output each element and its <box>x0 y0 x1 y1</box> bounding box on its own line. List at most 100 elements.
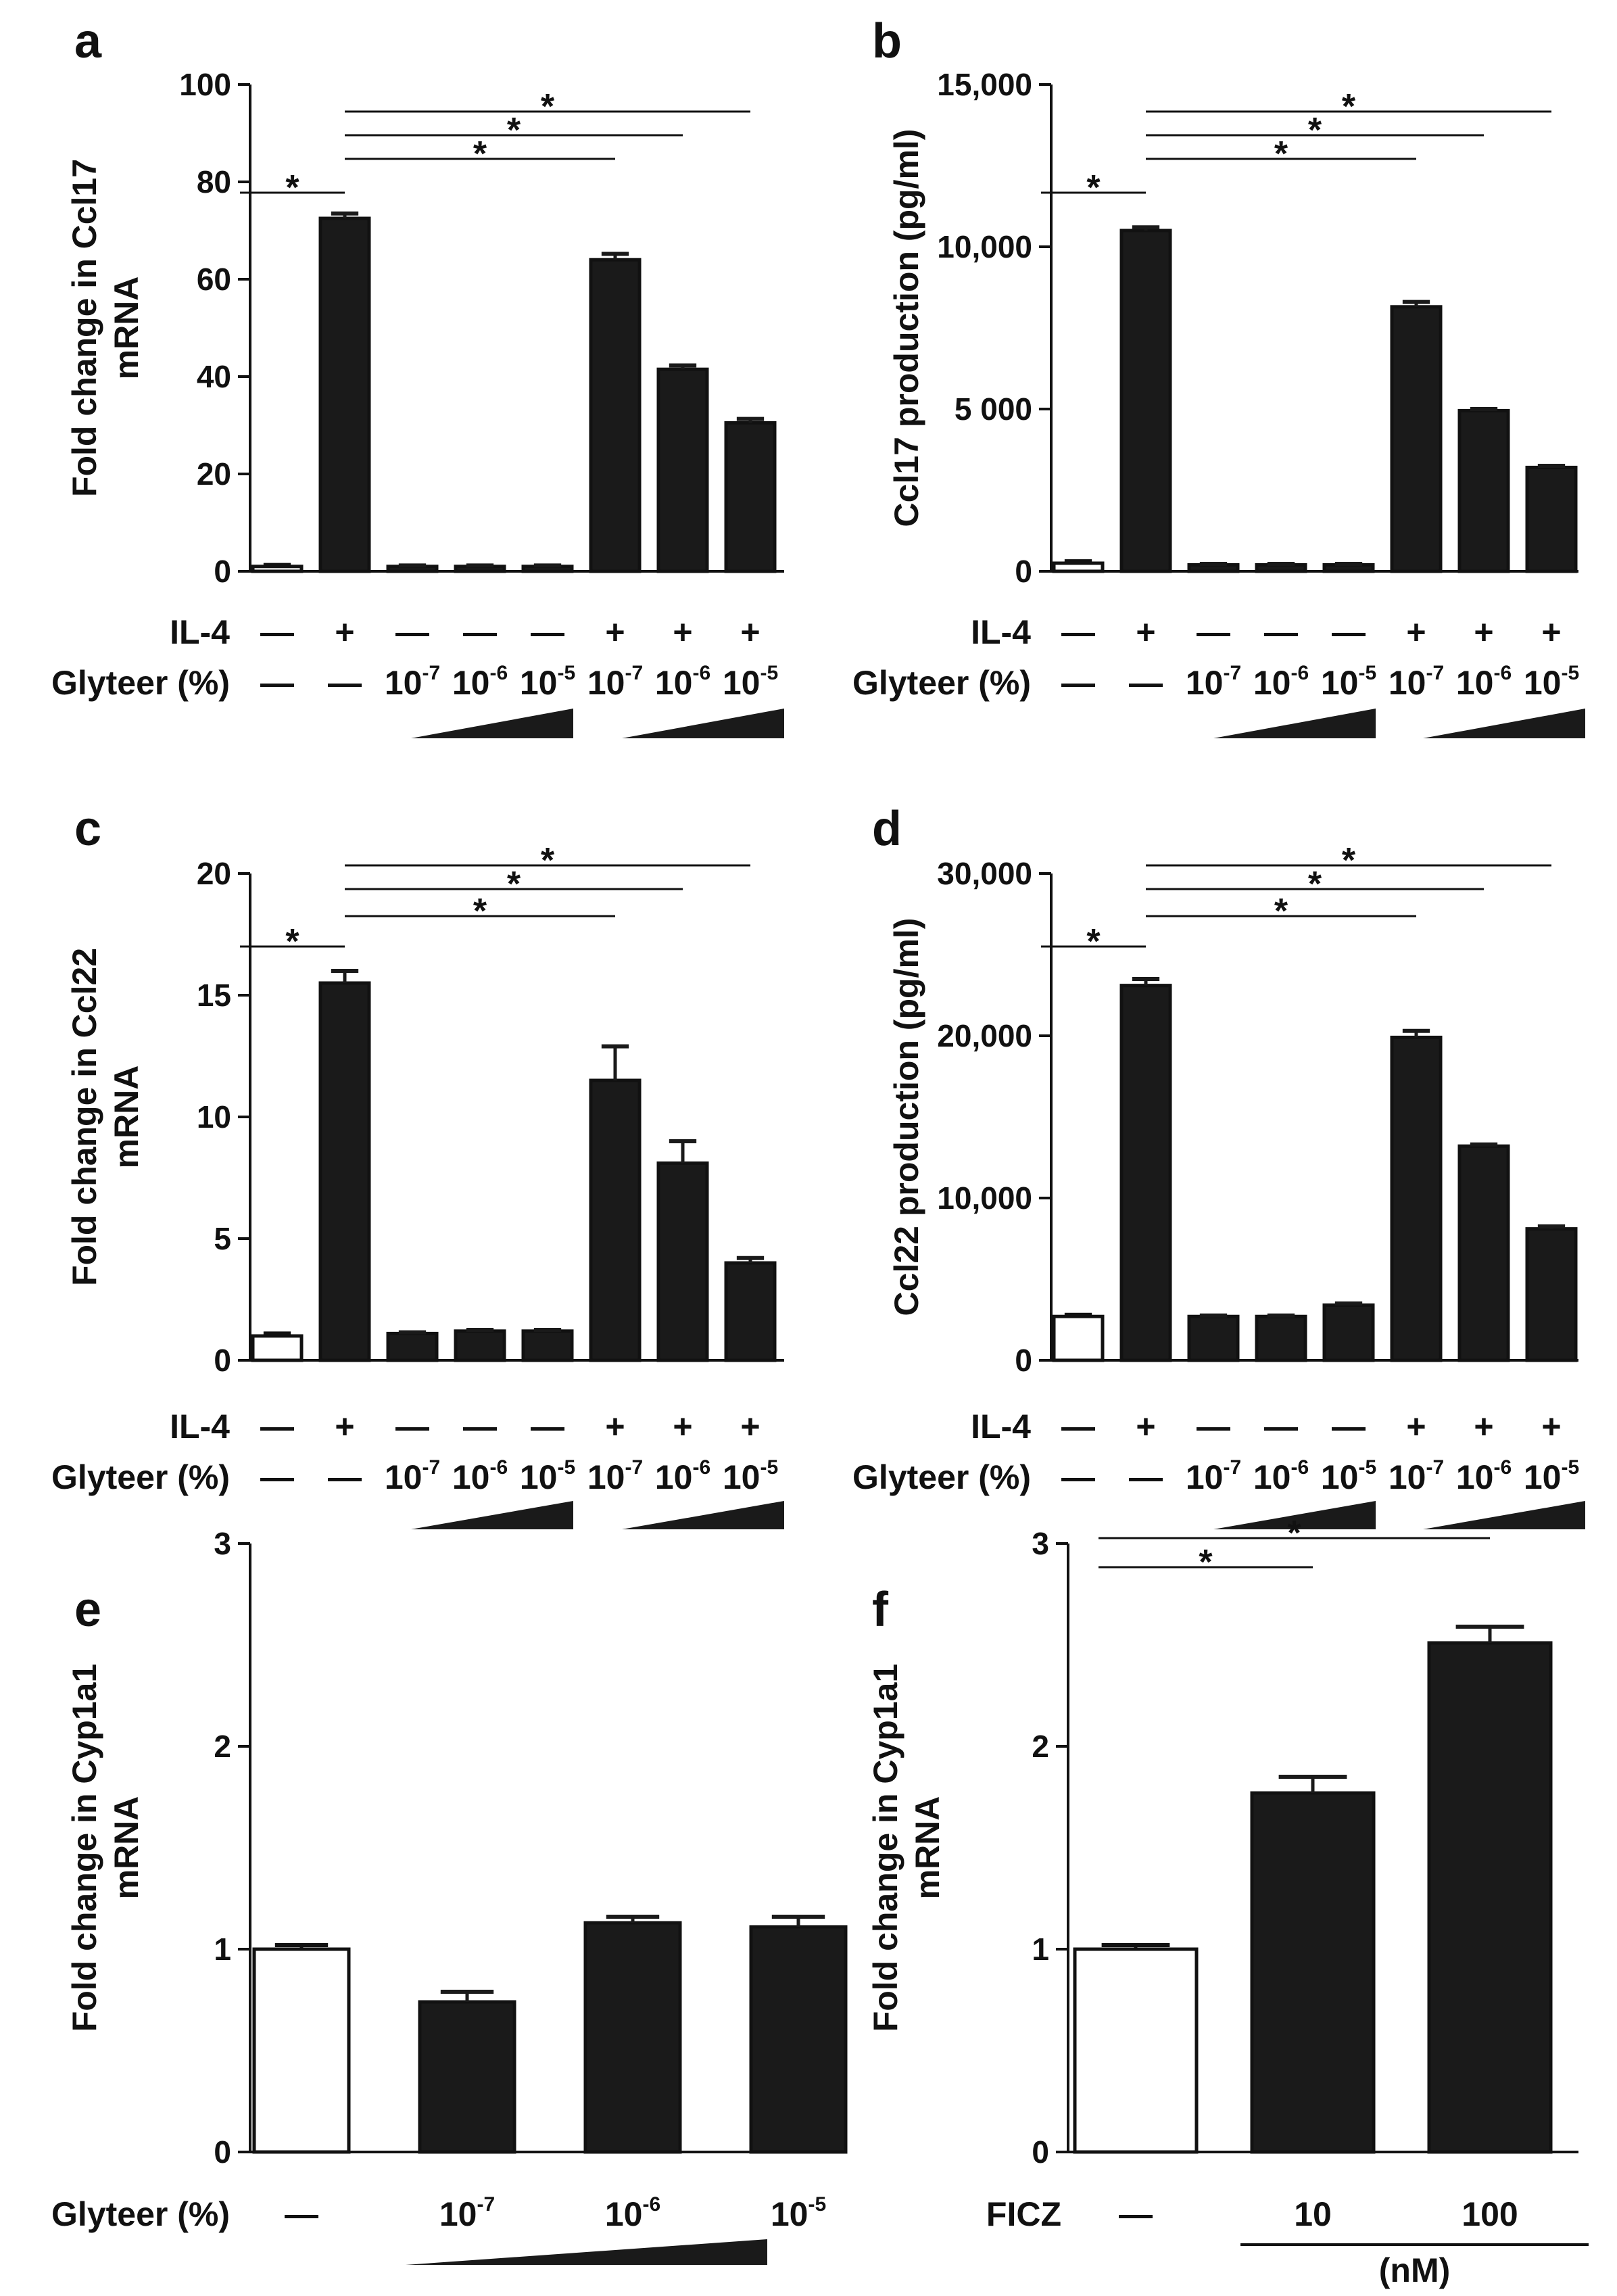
condition-value: — <box>285 2195 318 2233</box>
condition-il4: — <box>1061 613 1095 651</box>
condition-exponent: -7 <box>1426 1456 1444 1479</box>
condition-il4: — <box>463 1408 497 1445</box>
condition-treatment: — <box>1061 664 1095 702</box>
condition-treatment: 10-6 <box>655 662 710 702</box>
condition-treatment: — <box>260 664 294 702</box>
condition-exponent: -6 <box>692 1456 710 1479</box>
condition-value: — <box>260 664 294 702</box>
condition-value: — <box>1061 664 1095 702</box>
y-tick-label: 20 <box>197 856 231 891</box>
condition-exponent: -6 <box>1493 662 1512 684</box>
condition-treatment: — <box>260 1458 294 1496</box>
y-tick-label: 0 <box>214 2134 231 2170</box>
condition-il4: + <box>1136 613 1155 651</box>
condition-exponent: -6 <box>1493 1456 1512 1479</box>
condition-exponent: -6 <box>692 662 710 684</box>
significance-star: * <box>1199 1543 1213 1582</box>
y-axis-label: Ccl22 production (pg/ml) <box>888 918 925 1316</box>
condition-il4: + <box>1474 613 1493 651</box>
bar <box>1250 1791 1376 2154</box>
y-tick-label: 80 <box>197 164 231 199</box>
y-tick-label: 2 <box>1032 1729 1049 1764</box>
condition-il4: — <box>1332 1408 1366 1445</box>
condition-exponent: -5 <box>760 1456 778 1479</box>
condition-treatment: 10-5 <box>520 662 575 702</box>
y-tick-label: 0 <box>1032 2134 1049 2170</box>
bar <box>386 1331 439 1362</box>
significance-star: * <box>1287 1514 1301 1553</box>
panel-letter: f <box>872 1583 889 1637</box>
bar <box>1390 305 1443 573</box>
y-tick-label: 40 <box>197 359 231 394</box>
bar <box>583 1921 682 2154</box>
condition-treatment: — <box>1061 1458 1095 1496</box>
condition-il4: — <box>395 613 429 651</box>
condition-treatment: 10-7 <box>385 662 440 702</box>
condition-exponent: -5 <box>557 662 575 684</box>
y-tick-label: 15 <box>197 978 231 1013</box>
condition-il4: — <box>531 1408 564 1445</box>
condition-exponent: -7 <box>1223 1456 1241 1479</box>
y-tick-label: 2 <box>214 1729 231 1764</box>
condition-value: 10 <box>1253 664 1291 702</box>
y-axis-label: Ccl17 production (pg/ml) <box>888 129 925 527</box>
condition-il4: + <box>740 613 760 651</box>
condition-exponent: -5 <box>1358 662 1376 684</box>
y-axis-label: Fold change in Ccl22 mRNA <box>66 948 145 1286</box>
condition-treatment: — <box>328 1458 362 1496</box>
y-tick-label: 0 <box>1015 1343 1032 1378</box>
condition-exponent: -6 <box>489 662 508 684</box>
condition-treatment: 10-5 <box>1524 1456 1579 1496</box>
bar <box>318 981 371 1362</box>
bar <box>1457 408 1510 573</box>
condition-treatment: 10-6 <box>1456 1456 1512 1496</box>
condition-exponent: -6 <box>642 2193 660 2216</box>
bar <box>1427 1641 1553 2154</box>
bar <box>724 421 777 573</box>
condition-treatment: — <box>285 2195 318 2233</box>
bar <box>1390 1035 1443 1362</box>
condition-value: 10 <box>723 1458 761 1496</box>
condition-exponent: -7 <box>422 662 440 684</box>
condition-treatment: 10-5 <box>723 1456 778 1496</box>
condition-treatment: 10-7 <box>385 1456 440 1496</box>
condition-treatment: 10-5 <box>771 2193 826 2233</box>
condition-treatment: 10-7 <box>1389 662 1444 702</box>
condition-il4: — <box>531 613 564 651</box>
condition-exponent: -5 <box>1561 1456 1579 1479</box>
condition-treatment: 10-6 <box>1253 662 1309 702</box>
panel-d: d Ccl22 production (pg/ml) 0 10,000 20,000 30… <box>852 802 1585 1529</box>
y-tick-label: 1 <box>1032 1932 1049 1967</box>
condition-il4: — <box>1264 1408 1298 1445</box>
condition-il4: — <box>1197 613 1230 651</box>
dose-wedge <box>1423 1501 1585 1529</box>
condition-value: — <box>1119 2195 1153 2233</box>
condition-value: 10 <box>1321 664 1359 702</box>
bar <box>656 367 709 573</box>
panel-letter: b <box>872 14 902 68</box>
y-axis-label-line: Fold change in Cyp1a1 <box>867 1664 904 2032</box>
row-label-il4: IL-4 <box>971 613 1031 651</box>
panel-letter: a <box>74 14 102 68</box>
condition-treatment: 10-7 <box>1186 1456 1241 1496</box>
condition-il4: + <box>605 1408 625 1445</box>
significance-star: * <box>541 87 555 126</box>
y-tick-label: 3 <box>214 1526 231 1561</box>
condition-treatment: 10-7 <box>587 662 643 702</box>
unit-label: (nM) <box>1379 2251 1451 2289</box>
condition-treatment: 10-7 <box>1389 1456 1444 1496</box>
dose-wedge <box>622 709 784 738</box>
significance-star: * <box>473 892 487 931</box>
condition-value: 10 <box>587 664 625 702</box>
bar <box>1457 1144 1510 1362</box>
y-axis-label-line: Fold change in Ccl17 <box>66 159 103 497</box>
condition-treatment: 100 <box>1462 2195 1518 2233</box>
condition-il4: + <box>1136 1408 1155 1445</box>
significance-star: * <box>1308 111 1322 150</box>
condition-treatment: 10-5 <box>723 662 778 702</box>
condition-treatment: 10-6 <box>452 662 508 702</box>
condition-treatment: 10-6 <box>1253 1456 1309 1496</box>
panel-e: e Fold change in Cyp1a1 mRNA 0 1 2 3 Glyteer (%… <box>51 1526 848 2265</box>
condition-value: — <box>260 1458 294 1496</box>
significance-star: * <box>1086 168 1101 208</box>
